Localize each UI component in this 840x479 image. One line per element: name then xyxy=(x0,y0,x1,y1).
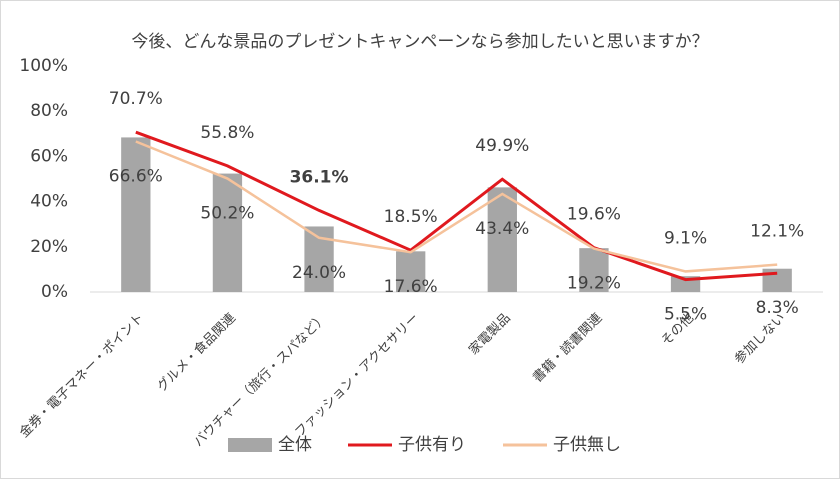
data-label: 8.3% xyxy=(756,298,799,318)
line xyxy=(135,140,778,273)
data-label: 24.0% xyxy=(292,263,346,283)
legend-label: 全体 xyxy=(278,435,312,455)
data-label: 36.1% xyxy=(290,167,349,187)
bar xyxy=(212,173,243,292)
data-label: 55.8% xyxy=(200,123,254,143)
data-label: 49.9% xyxy=(475,136,529,156)
data-label: 18.5% xyxy=(384,207,438,227)
y-tick-label: 80% xyxy=(30,101,68,121)
bar xyxy=(396,251,426,292)
legend-label: 子供有り xyxy=(398,435,466,455)
data-label: 19.2% xyxy=(567,274,621,294)
data-label: 19.6% xyxy=(567,205,621,225)
bar xyxy=(579,248,609,292)
y-tick-label: 20% xyxy=(30,237,68,257)
line xyxy=(135,130,778,282)
legend-swatch xyxy=(228,438,272,452)
data-label: 66.6% xyxy=(109,166,163,186)
data-label: 9.1% xyxy=(664,228,707,248)
y-tick-label: 0% xyxy=(41,282,68,302)
bar xyxy=(487,187,517,292)
data-label: 17.6% xyxy=(384,277,438,297)
y-tick-label: 40% xyxy=(30,192,68,212)
chart-title: 今後、どんな景品のプレゼントキャンペーンなら参加したいと思いますか？ xyxy=(131,32,708,52)
data-label: 43.4% xyxy=(475,219,529,239)
data-label: 70.7% xyxy=(109,89,163,109)
bar xyxy=(762,268,792,292)
data-label: 50.2% xyxy=(200,204,254,224)
bar xyxy=(121,137,151,292)
legend-label: 子供無し xyxy=(553,435,621,455)
data-label: 5.5% xyxy=(664,305,707,325)
y-tick-label: 100% xyxy=(19,56,68,76)
y-tick-label: 60% xyxy=(30,146,68,166)
data-label: 12.1% xyxy=(750,222,804,242)
